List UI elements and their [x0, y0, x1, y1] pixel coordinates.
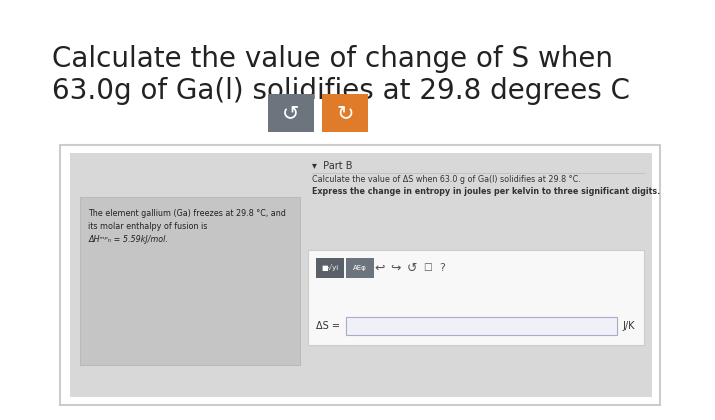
Bar [316, 258, 344, 278]
Text: ΔHᵐᵖₙ = 5.59kJ/mol.: ΔHᵐᵖₙ = 5.59kJ/mol. [88, 235, 168, 244]
Text: AEφ: AEφ [353, 265, 367, 271]
Text: ☐: ☐ [423, 263, 433, 273]
Text: ↺: ↺ [282, 103, 300, 123]
Text: its molar enthalpy of fusion is: its molar enthalpy of fusion is [88, 222, 207, 231]
Text: 63.0g of Ga(l) solidifies at 29.8 degrees C: 63.0g of Ga(l) solidifies at 29.8 degree… [52, 77, 630, 105]
Bar [346, 258, 374, 278]
Bar [80, 197, 300, 365]
Text: Calculate the value of change of S when: Calculate the value of change of S when [52, 45, 613, 73]
Text: ΔS =: ΔS = [316, 321, 340, 331]
Bar [308, 250, 644, 345]
Bar [346, 317, 617, 335]
Bar [268, 94, 314, 132]
Bar [322, 94, 368, 132]
Text: ↻: ↻ [336, 103, 354, 123]
Text: The element gallium (Ga) freezes at 29.8 °C, and: The element gallium (Ga) freezes at 29.8… [88, 209, 286, 218]
Bar [70, 153, 652, 397]
Text: ■√yi: ■√yi [321, 265, 339, 271]
Text: ?: ? [439, 263, 445, 273]
Text: Calculate the value of ΔS when 63.0 g of Ga(l) solidifies at 29.8 °C.: Calculate the value of ΔS when 63.0 g of… [312, 175, 581, 184]
Text: ↺: ↺ [407, 262, 418, 275]
Text: Express the change in entropy in joules per kelvin to three significant digits.: Express the change in entropy in joules … [312, 187, 660, 196]
Text: J/K: J/K [622, 321, 634, 331]
Text: ▾  Part B: ▾ Part B [312, 161, 352, 171]
Bar [60, 145, 660, 405]
Text: ↩: ↩ [375, 262, 385, 275]
Text: ↪: ↪ [391, 262, 401, 275]
